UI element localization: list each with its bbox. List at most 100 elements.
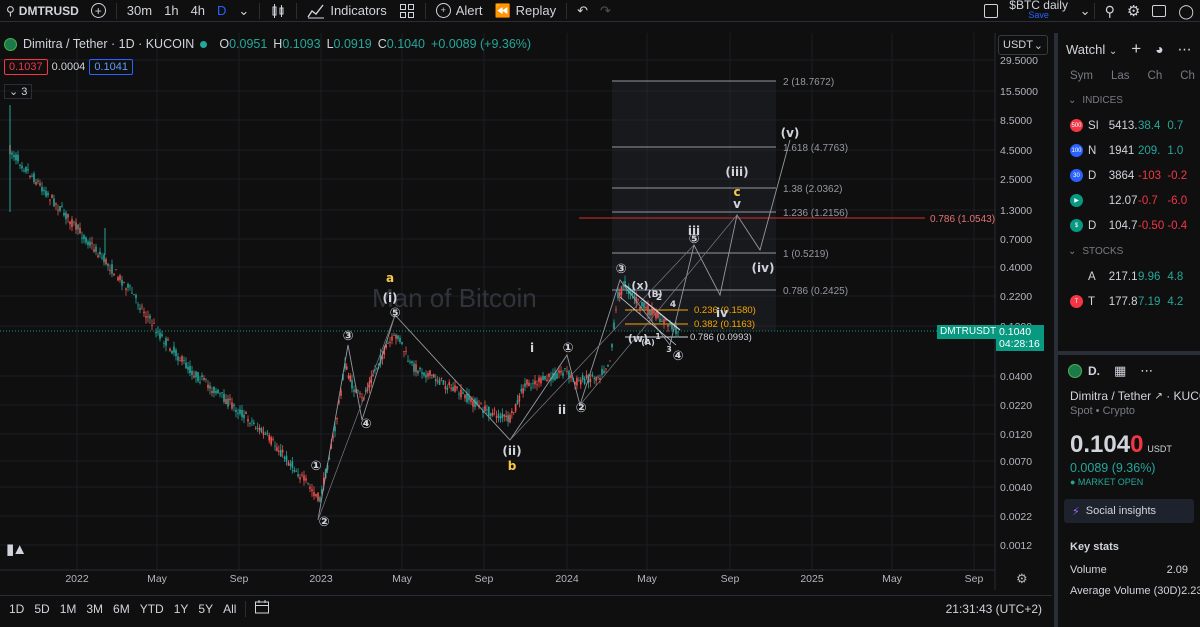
add-symbol-button[interactable]: +: [1131, 39, 1142, 58]
candle-body: [97, 255, 99, 258]
date-range-button[interactable]: [254, 599, 270, 618]
tradingview-logo[interactable]: ▮▲: [6, 540, 27, 558]
row-change: -0.50: [1138, 219, 1165, 232]
range-5d[interactable]: 5D: [34, 601, 50, 616]
last-price-value: 0.1040: [999, 326, 1032, 338]
timeframe-d[interactable]: D: [217, 3, 227, 18]
replay-button[interactable]: ⏪ Replay: [488, 0, 562, 22]
symbol-label: DMTRUSD: [18, 3, 79, 18]
candle-body: [540, 377, 542, 384]
undo-button[interactable]: ↶: [571, 0, 594, 22]
index-row[interactable]: 100 N 1941 209. 1.0: [1058, 138, 1200, 163]
alert-button[interactable]: + Alert: [430, 0, 489, 22]
redo-button[interactable]: ↷: [594, 0, 617, 22]
candle-body: [497, 413, 500, 418]
templates-button[interactable]: [393, 0, 421, 22]
candle-body: [181, 356, 183, 362]
candle-body: [65, 212, 67, 220]
screenshot-button[interactable]: ◯: [1172, 0, 1200, 22]
range-ytd[interactable]: YTD: [139, 601, 164, 616]
more-icon[interactable]: ⋯: [1140, 363, 1154, 378]
index-row[interactable]: 500 SI 5413. 38.4 0.7: [1058, 113, 1200, 138]
ohlc-change: +0.0089 (+9.36%): [431, 37, 532, 51]
watchlist-title[interactable]: Watchl ⌄: [1066, 41, 1118, 57]
candle-body: [71, 219, 73, 228]
layout-checkbox[interactable]: [978, 0, 1004, 22]
candle-body: [103, 254, 105, 263]
row-change-pct: 4.8: [1167, 270, 1184, 283]
fullscreen-button[interactable]: [1146, 0, 1172, 22]
wave-label: (A): [641, 338, 655, 347]
details-symbol[interactable]: D.: [1088, 364, 1100, 378]
candle-body: [262, 431, 265, 435]
candle-body: [574, 381, 576, 385]
market-status-dot: [200, 40, 208, 48]
timezone-clock[interactable]: 21:31:43 (UTC+2): [945, 602, 1042, 616]
currency-select[interactable]: USDT ⌄: [998, 35, 1048, 55]
row-change: 7.19: [1138, 295, 1161, 308]
wave-label: (iii): [725, 165, 748, 179]
section-stocks[interactable]: ⌄ STOCKS: [1058, 238, 1200, 264]
legend-title[interactable]: Dimitra / Tether · 1D · KUCOIN: [23, 37, 195, 51]
ask-price[interactable]: 0.1041: [89, 59, 133, 75]
col-change-pct[interactable]: Ch: [1180, 70, 1195, 82]
bid-price[interactable]: 0.1037: [4, 59, 48, 75]
candle-body: [657, 311, 659, 318]
settings-button[interactable]: ⚙: [1121, 0, 1146, 22]
candle-body: [340, 390, 342, 396]
candle-body: [518, 395, 521, 402]
candle-body: [297, 474, 299, 477]
ohlc-high: H0.1093: [273, 37, 321, 51]
compare-symbol-button[interactable]: +: [85, 0, 112, 22]
index-row[interactable]: ▶ 12.07 -0.7 -6.0: [1058, 188, 1200, 213]
col-last[interactable]: Las: [1111, 70, 1130, 82]
candle-body: [452, 387, 454, 392]
candle-body: [191, 370, 193, 375]
candle-body: [372, 374, 374, 376]
timeframe-4h[interactable]: 4h: [190, 3, 206, 18]
indicators-button[interactable]: Indicators: [301, 0, 392, 22]
quick-search-button[interactable]: ⚲: [1099, 0, 1121, 22]
price-axis: 29.5000 15.5000 8.5000 4.5000 2.5000 1.3000 0.…: [0, 33, 1038, 590]
more-icon[interactable]: ⋯: [1177, 40, 1192, 57]
wave-label: iv: [716, 306, 728, 320]
candle-body: [45, 190, 47, 197]
symbol-search-button[interactable]: ⚲ DMTRUSD: [0, 0, 85, 22]
section-indices[interactable]: ⌄ INDICES: [1058, 87, 1200, 113]
candle-body: [440, 377, 443, 379]
social-insights-button[interactable]: ⚡ Social insights: [1064, 499, 1194, 523]
candle-body: [383, 347, 386, 355]
candle-body: [39, 183, 41, 186]
row-change: 209.: [1138, 144, 1161, 157]
chart-type-button[interactable]: [264, 0, 292, 22]
range-6m[interactable]: 6M: [113, 601, 130, 616]
wave-label: iii: [688, 224, 700, 238]
index-row[interactable]: 30 D 3864 -103 -0.2: [1058, 163, 1200, 188]
range-5y[interactable]: 5Y: [198, 601, 214, 616]
range-1y[interactable]: 1Y: [173, 601, 189, 616]
timeframe-30m[interactable]: 30m: [126, 3, 153, 18]
candle-body: [593, 378, 596, 380]
range-1d[interactable]: 1D: [9, 601, 25, 616]
fib-small-label: 0.236 (0.1580): [694, 305, 756, 316]
range-1m[interactable]: 1M: [59, 601, 77, 616]
time-tick-label: 2023: [309, 573, 333, 585]
stock-row[interactable]: A 217.1 9.96 4.8: [1058, 264, 1200, 289]
layout-dropdown[interactable]: ⌄: [1074, 0, 1091, 22]
grid-icon[interactable]: ▦: [1114, 363, 1127, 378]
layout-menu-button[interactable]: $BTC daily Save: [1004, 0, 1074, 22]
index-row[interactable]: $ D 104.7 -0.50 -0.4: [1058, 213, 1200, 238]
candle-body: [31, 175, 33, 177]
price-tick-label: 0.0120: [1000, 429, 1032, 441]
col-symbol[interactable]: Sym: [1070, 70, 1093, 82]
col-change[interactable]: Ch: [1147, 70, 1163, 82]
candle-body: [611, 344, 613, 348]
range-all[interactable]: All: [223, 601, 237, 616]
indicators-toggle[interactable]: ⌄ 3: [4, 84, 33, 99]
advanced-view-icon[interactable]: ◕: [1155, 41, 1164, 57]
timeframe-1h[interactable]: 1h: [164, 3, 179, 18]
stock-row[interactable]: T T 177.8 7.19 4.2: [1058, 289, 1200, 314]
range-3m[interactable]: 3M: [86, 601, 104, 616]
timeframe-dropdown[interactable]: ⌄: [232, 0, 255, 22]
price-chart[interactable]: Man of Bitcoin 2 (18.7672) 1.618 (4.7763)…: [0, 33, 1052, 590]
